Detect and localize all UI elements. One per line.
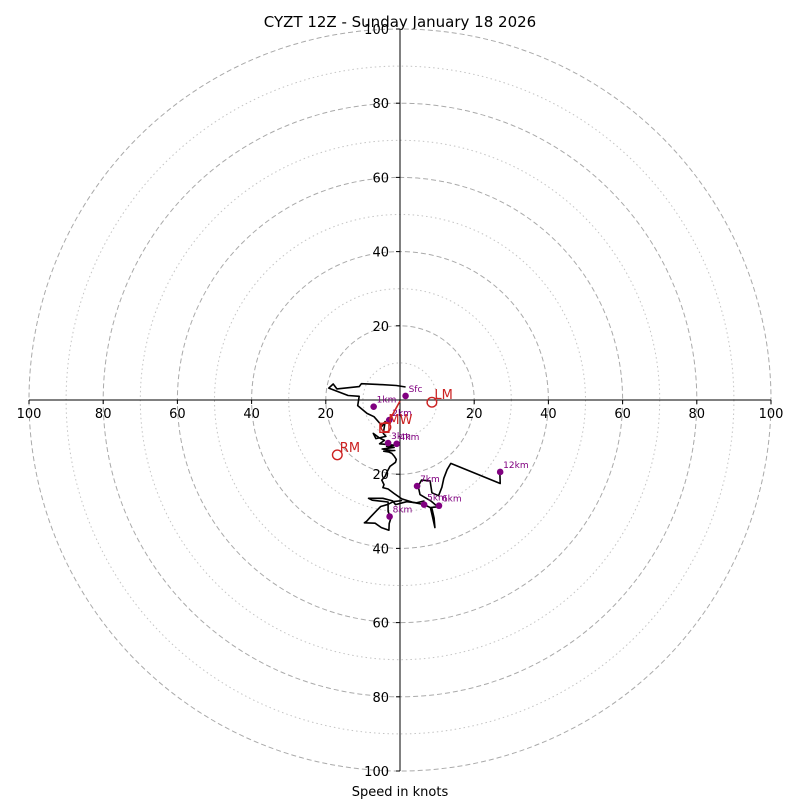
chart-title: CYZT 12Z - Sunday January 18 2026 <box>264 13 536 31</box>
height-point-6km <box>435 502 443 510</box>
y-tick-label: 20 <box>372 320 389 335</box>
storm-motion-rm-label: RM <box>340 441 360 456</box>
height-label-12km: 12km <box>503 461 528 471</box>
y-tick-label: 20 <box>372 468 389 483</box>
height-point-7km <box>413 482 421 490</box>
wind-profile-upper-line <box>363 497 425 532</box>
chart-axes <box>29 29 771 771</box>
y-tick-label: 40 <box>372 246 389 261</box>
x-tick-label: 20 <box>466 407 483 422</box>
shear-vector-line <box>388 400 401 421</box>
x-tick-label: 100 <box>759 407 784 422</box>
height-point-3km <box>384 439 392 447</box>
x-tick-label: 80 <box>95 407 112 422</box>
x-tick-label: 80 <box>689 407 706 422</box>
height-point-12km <box>496 468 504 476</box>
y-tick-label: 100 <box>364 23 389 38</box>
x-tick-label: 60 <box>169 407 186 422</box>
height-label-7km: 7km <box>420 475 440 485</box>
height-point-Sfc <box>402 392 409 400</box>
y-tick-label: 100 <box>364 765 389 780</box>
storm-motion-mw-marker <box>380 421 392 433</box>
x-axis-ticks: 100 80 60 40 20 20 40 60 80 100 <box>17 400 784 422</box>
x-tick-label: 20 <box>318 407 335 422</box>
storm-motion-markers: LM MW RM <box>331 388 453 461</box>
y-tick-label: 80 <box>372 691 389 706</box>
height-label-8km: 8km <box>393 505 413 515</box>
x-tick-label: 100 <box>17 407 42 422</box>
height-point-4km <box>393 440 400 448</box>
height-label-4km: 4km <box>400 433 420 443</box>
y-tick-label: 80 <box>372 97 389 112</box>
height-label-1km: 1km <box>377 396 397 406</box>
height-label-3km: 3km <box>391 432 411 442</box>
height-label-5km: 5km <box>427 494 447 504</box>
storm-motion-rm-marker <box>331 449 343 461</box>
x-tick-label: 60 <box>614 407 631 422</box>
height-label-Sfc: Sfc <box>409 385 423 395</box>
storm-motion-lm-label: LM <box>434 388 452 403</box>
height-point-5km <box>420 501 428 508</box>
storm-motion-mw-label: MW <box>388 413 412 428</box>
x-tick-label: 40 <box>540 407 557 422</box>
x-axis-label: Speed in knots <box>352 785 449 800</box>
height-label-2km: 2km <box>392 409 412 419</box>
height-point-8km <box>386 513 393 520</box>
height-label-6km: 6km <box>442 495 462 505</box>
y-tick-label: 60 <box>372 617 389 632</box>
wind-profile <box>327 382 502 532</box>
y-axis-ticks: 100 80 60 40 20 20 40 60 80 100 <box>364 23 400 780</box>
x-tick-label: 40 <box>243 407 260 422</box>
storm-motion-lm-marker <box>426 396 438 408</box>
y-tick-label: 40 <box>372 542 389 557</box>
height-point-1km <box>370 403 377 410</box>
y-tick-label: 60 <box>372 171 389 186</box>
